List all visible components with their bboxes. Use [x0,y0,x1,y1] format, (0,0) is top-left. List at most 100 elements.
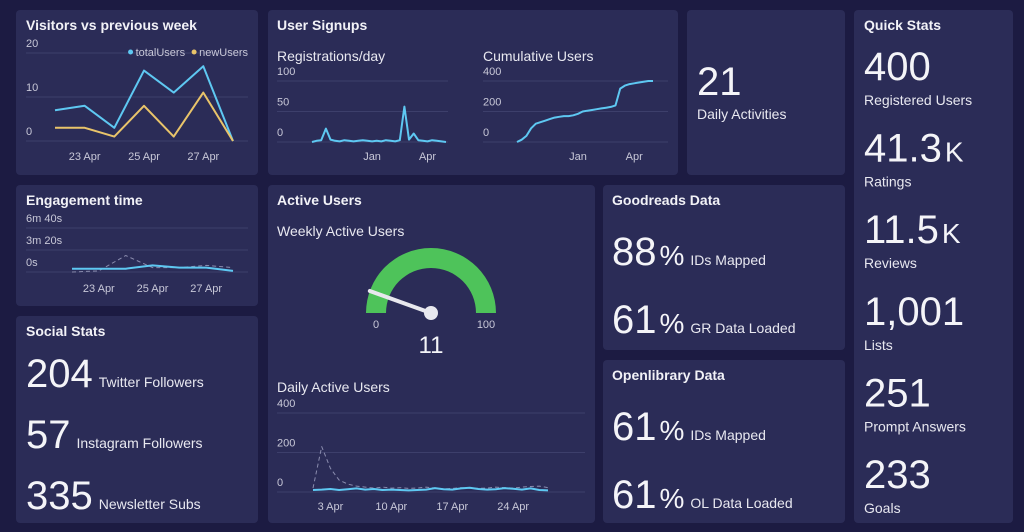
line-series [312,446,549,490]
x-tick-label: 27 Apr [190,283,222,295]
panel-title: Openlibrary Data [612,367,725,383]
y-tick-label: 200 [483,97,501,109]
stat: 11.5 K [864,208,961,252]
stat: 61% OL Data Loaded [612,473,793,517]
stat-unit: K [945,137,964,168]
panel [268,185,595,523]
stat-unit: % [660,308,685,339]
stat-value: 61 [612,298,657,342]
stat-value: 251 [864,371,931,415]
panel-title: Goodreads Data [612,192,720,208]
panel [687,10,845,175]
stat-label: GR Data Loaded [690,320,795,336]
stat-value: 41.3 [864,127,942,171]
stat-unit: % [660,415,685,446]
panel [16,10,258,175]
stat-label: Registered Users [864,92,972,108]
y-tick-label: 20 [26,38,38,50]
stat-label: Instagram Followers [77,435,203,451]
stat: 1,001 [864,290,964,334]
y-tick-label: 400 [483,66,501,78]
y-tick-label: 0 [26,126,32,138]
stat: 41.3 K [864,127,964,171]
stat: 335 Newsletter Subs [26,474,201,518]
x-tick-label: 25 Apr [137,283,169,295]
y-tick-label: 10 [26,82,38,94]
chart-title: Daily Active Users [277,379,390,395]
stat-label: Lists [864,337,893,353]
chart-title: Registrations/day [277,48,385,64]
stat: 251 [864,371,931,415]
legend-swatch [128,49,134,55]
legend-label: newUsers [199,47,248,59]
legend-label: totalUsers [136,47,186,59]
panel-title: Social Stats [26,323,106,339]
stat-label: Daily Activities [697,106,786,122]
stat-unit: K [942,218,961,249]
y-tick-label: 200 [277,438,295,450]
chart-title: Cumulative Users [483,48,593,64]
panel [854,10,1013,523]
panel [603,185,845,350]
stat-label: Ratings [864,174,911,190]
y-tick-label: 400 [277,398,295,410]
line-series [55,91,234,142]
stat: 233 [864,453,931,497]
x-tick-label: 24 Apr [497,501,529,513]
stat-label: Twitter Followers [99,374,204,390]
panel-title: Quick Stats [864,17,941,33]
y-tick-label: 0 [277,477,283,489]
stat-value: 21 [697,60,742,104]
stat: 57 Instagram Followers [26,413,203,457]
stat-label: IDs Mapped [690,427,765,443]
x-tick-label: 25 Apr [128,151,160,163]
stat-label: Newsletter Subs [99,496,201,512]
stat-value: 204 [26,352,93,396]
stat: 88% IDs Mapped [612,230,766,274]
stat-value: 1,001 [864,290,964,334]
gauge-needle [367,288,433,315]
x-tick-label: 23 Apr [69,151,101,163]
stat-label: Prompt Answers [864,418,966,434]
gauge-max: 100 [477,319,495,331]
x-tick-label: 10 Apr [375,501,407,513]
panel [603,360,845,523]
panel-title: Active Users [277,192,362,208]
stat-value: 61 [612,405,657,449]
x-tick-label: Apr [626,151,643,163]
x-tick-label: Jan [363,151,381,163]
chart-title: Visitors vs previous week [26,17,197,33]
y-tick-label: 100 [277,66,295,78]
panel [16,316,258,523]
y-tick-label: 6m 40s [26,213,63,225]
gauge-arc [366,248,496,313]
x-tick-label: Jan [569,151,587,163]
line-series [54,65,234,142]
stat-label: Goals [864,500,901,516]
gauge-hub [424,306,438,320]
y-tick-label: 3m 20s [26,235,63,247]
panel [16,185,258,306]
y-tick-label: 0 [277,127,283,139]
chart-title: Engagement time [26,192,143,208]
stat: 61% GR Data Loaded [612,298,795,342]
stat-label: IDs Mapped [690,252,765,268]
gauge-value: 11 [419,332,444,359]
stat-label: Reviews [864,255,917,271]
stat-value: 11.5 [864,208,939,252]
stat-value: 335 [26,474,93,518]
x-tick-label: 17 Apr [436,501,468,513]
stat-value: 400 [864,45,931,89]
stat-unit: % [660,483,685,514]
y-tick-label: 0 [483,127,489,139]
line-series [71,255,234,273]
panel-title: User Signups [277,17,367,33]
line-series [516,80,653,143]
x-tick-label: 23 Apr [83,283,115,295]
stat: 61% IDs Mapped [612,405,766,449]
y-tick-label: 0s [26,257,38,269]
gauge-min: 0 [373,319,379,331]
stat-value: 233 [864,453,931,497]
stat-value: 57 [26,413,71,457]
